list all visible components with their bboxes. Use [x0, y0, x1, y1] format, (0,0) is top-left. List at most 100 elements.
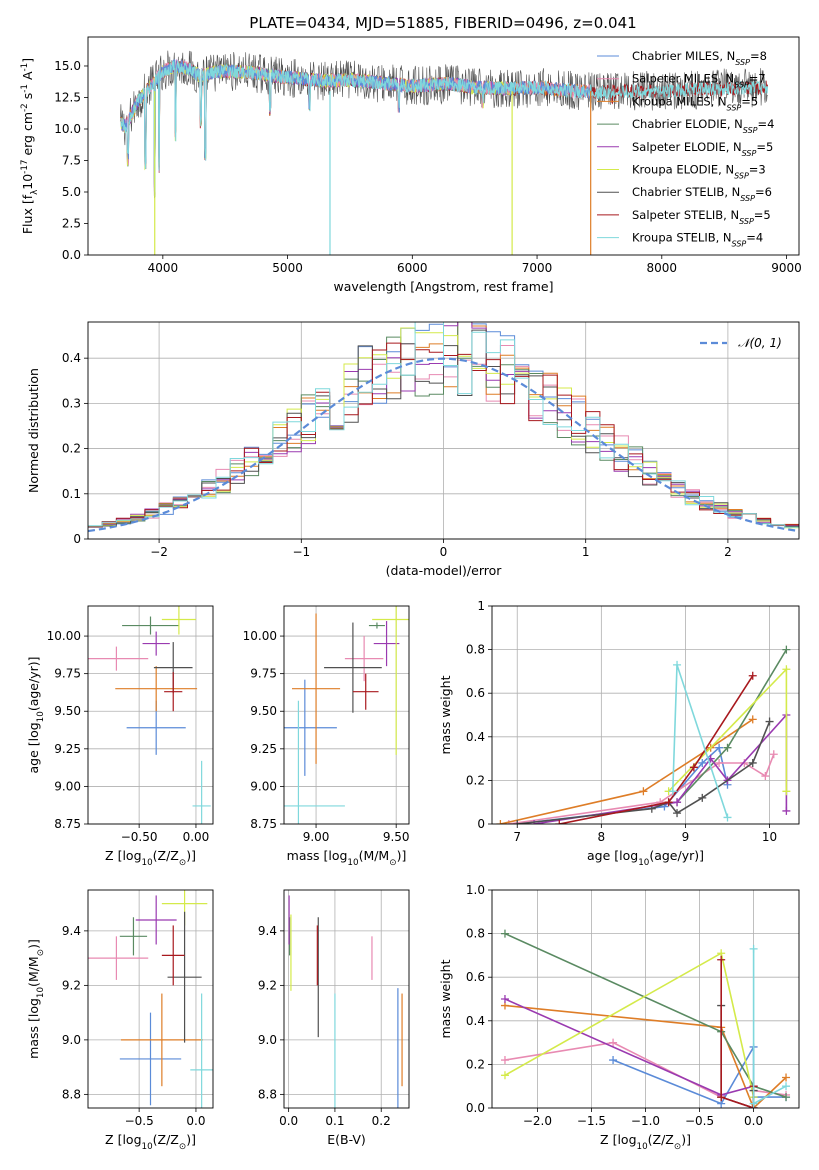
- weights-marker: [500, 1056, 509, 1065]
- y-tick-label: 0.4: [466, 1014, 485, 1028]
- y-tick-label: 9.50: [54, 704, 81, 718]
- errorbar-chabrier-elodie: [368, 622, 385, 629]
- errorbar-kroupa-stelib: [284, 700, 345, 824]
- y-tick-label: 10.00: [243, 629, 277, 643]
- histogram-kroupa-stelib: [88, 322, 799, 528]
- x-tick-label: 0.1: [325, 1114, 344, 1128]
- legend-label: Chabrier MILES, NSSP=8: [632, 49, 767, 67]
- y-tick-label: 9.4: [258, 924, 277, 938]
- legend-label: Salpeter ELODIE, NSSP=5: [632, 140, 773, 158]
- weights-marker: [673, 660, 682, 669]
- weights-marker: [689, 763, 698, 772]
- weights-line: [559, 675, 754, 824]
- y-tick-label: 0: [73, 532, 81, 546]
- y-tick-label: 9.00: [54, 779, 81, 793]
- weights-salpeter-stelib: [555, 671, 757, 824]
- mass_vs_Z-marks: [88, 890, 213, 1108]
- y-tick-label: 0: [477, 817, 485, 831]
- x-tick-label: −0.5: [685, 1114, 714, 1128]
- mass_vs_ebv-marks: [288, 895, 403, 1108]
- plot-area: 4000 5000 6000 7000 8000 90000.02.55.07.510.0…: [20, 36, 802, 1152]
- y-tick-label: 15.0: [54, 59, 81, 73]
- weights-salpeter-miles: [504, 750, 778, 824]
- weights-marker: [609, 1056, 618, 1065]
- errorbar-kroupa-miles: [115, 666, 198, 712]
- axes-frame: [491, 889, 800, 1109]
- weights-line: [752, 948, 787, 1105]
- x-tick-label: 9: [682, 830, 690, 844]
- weights-marker: [496, 820, 505, 824]
- axes-frame: [87, 36, 800, 256]
- y-tick-label: 9.25: [250, 742, 277, 756]
- x-tick-label: 0.2: [372, 1114, 391, 1128]
- y-tick-label: 9.00: [250, 779, 277, 793]
- weights-marker: [782, 665, 791, 674]
- legend-label: 𝒩(0, 1): [738, 336, 782, 350]
- legend-label: Kroupa MILES, NSSP=5: [632, 94, 758, 112]
- y-tick-label: 0.0: [466, 1101, 485, 1115]
- weights-kroupa-stelib: [749, 944, 791, 1108]
- y-tick-label: 9.0: [62, 1033, 81, 1047]
- weights-line: [508, 753, 775, 824]
- weights-marker: [673, 798, 682, 807]
- weights-marker: [673, 809, 682, 818]
- errorbar-kroupa-miles: [120, 993, 203, 1087]
- y-tick-label: 9.2: [258, 978, 277, 992]
- x-axis-label: (data-model)/error: [386, 563, 503, 578]
- y-tick-label: 9.75: [54, 667, 81, 681]
- x-tick-label: 0.0: [186, 1114, 205, 1128]
- y-tick-label: 10.00: [47, 629, 81, 643]
- weights-salpeter-elodie: [530, 711, 791, 824]
- weights-marker: [500, 929, 509, 938]
- weights-marker: [748, 671, 757, 680]
- weights-marker: [740, 758, 749, 767]
- axes-frame: [87, 889, 214, 1109]
- y-tick-label: 1: [477, 599, 485, 613]
- weights-line: [720, 959, 755, 1108]
- weights-marker: [717, 955, 726, 964]
- mass_weight_vs_Z-chart: −2.0 −1.5 −1.0 −0.5 0.0 0.0 0.2 0.4 0.6 0.8 1.0 Z […: [438, 883, 800, 1152]
- x-tick-label: 2: [724, 545, 732, 559]
- x-tick-label: 4000: [148, 261, 179, 275]
- y-axis-label: Normed distribution: [26, 368, 41, 493]
- y-tick-label: 8.75: [54, 817, 81, 831]
- weights-marker: [761, 772, 770, 781]
- age_vs_Z-marks: [88, 606, 211, 824]
- weights-marker: [782, 1093, 791, 1102]
- errorbar-salpeter-stelib: [164, 672, 183, 712]
- x-axis-label: mass [log10(M/M⊙)]: [287, 848, 407, 868]
- weights-line: [668, 667, 788, 792]
- weights-marker: [748, 715, 757, 724]
- errorbar-chabrier-stelib: [324, 622, 382, 713]
- weights-kroupa-elodie: [500, 949, 758, 1102]
- figure-title: PLATE=0434, MJD=51885, FIBERID=0496, z=0…: [249, 14, 636, 32]
- weights-chabrier-stelib: [513, 717, 774, 824]
- weights-marker: [782, 806, 791, 815]
- axes-frame: [491, 605, 800, 825]
- weights-marker: [500, 995, 509, 1003]
- x-tick-label: 0.0: [744, 1114, 763, 1128]
- errorbar-salpeter-stelib: [352, 673, 379, 710]
- errorbar-kroupa-elodie: [161, 606, 196, 635]
- y-tick-label: 9.50: [250, 704, 277, 718]
- mass_vs_Z-chart: −0.5 0.0 8.8 9.0 9.2 9.4 Z [log10(Z/Z⊙)] mass […: [26, 889, 214, 1152]
- weights-salpeter-elodie: [500, 995, 758, 1108]
- x-tick-label: 9.50: [383, 830, 410, 844]
- y-tick-label: 0.1: [62, 487, 81, 501]
- axes-frame: [283, 605, 410, 825]
- weights-line: [504, 932, 787, 1098]
- x-tick-label: −1.0: [631, 1114, 660, 1128]
- x-tick-label: 0.00: [183, 830, 210, 844]
- spectrum-chart: 4000 5000 6000 7000 8000 9000 0.0 2.5 5.0 7.5 10.0…: [20, 36, 802, 294]
- y-tick-label: 0.3: [62, 396, 81, 410]
- errorbar-kroupa-stelib: [192, 760, 211, 824]
- weights-marker: [698, 758, 707, 767]
- errorbar-salpeter-stelib: [161, 925, 185, 986]
- weights-marker: [765, 717, 774, 726]
- y-tick-label: 0.2: [466, 773, 485, 787]
- y-axis-label: age [log10(age/yr)]: [26, 656, 46, 773]
- age_vs_mass-chart: 9.00 9.50 8.75 9.00 9.25 9.50 9.75 10.00 mass [l…: [243, 605, 410, 868]
- weights-marker: [513, 820, 522, 824]
- weights-marker: [782, 787, 791, 796]
- residuals-marks: [88, 322, 799, 533]
